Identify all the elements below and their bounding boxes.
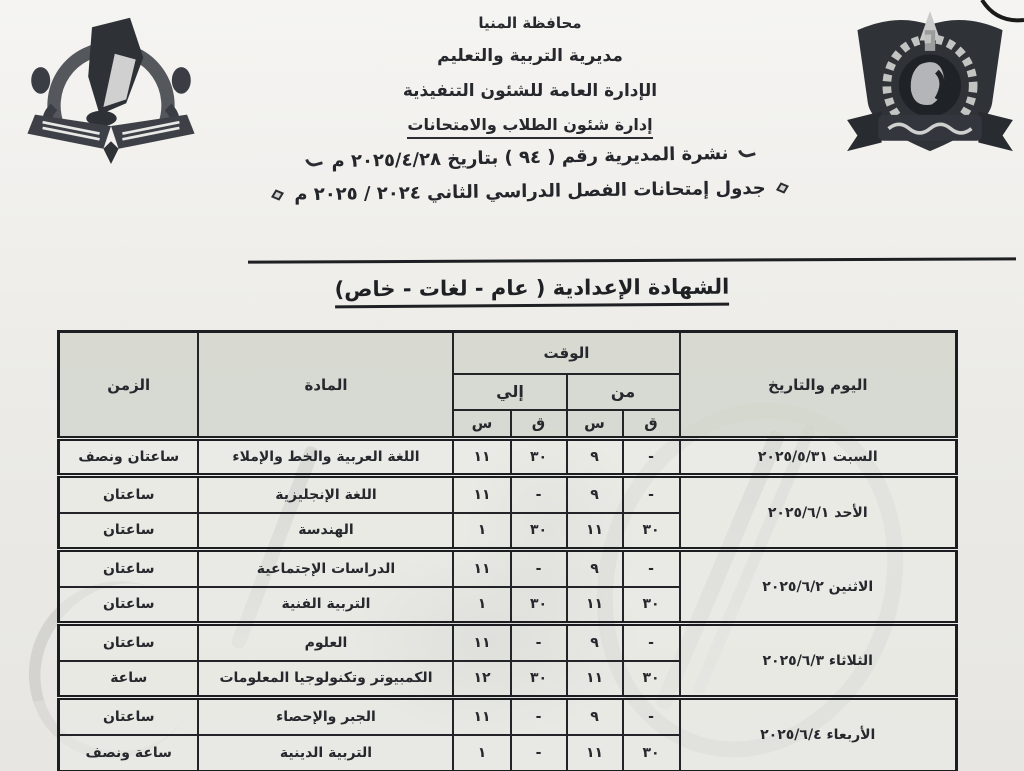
exam-schedule-table-wrap: اليوم والتاريخ الوقت المادة الزمن من إلي…: [56, 330, 958, 771]
from-minutes-cell: -: [621, 695, 681, 736]
duration-cell: ساعتان ونصف: [57, 436, 200, 477]
to-hours-cell: ١١: [452, 436, 512, 477]
from-minutes-cell: -: [621, 436, 681, 477]
exam-schedule-table: اليوم والتاريخ الوقت المادة الزمن من إلي…: [56, 330, 958, 771]
col-header-duration: الزمن: [57, 330, 200, 440]
to-minutes-cell: ٣٠: [509, 436, 568, 477]
from-minutes-cell: ٣٠: [621, 733, 681, 771]
subject-cell: الجبر والإحصاء: [197, 695, 455, 736]
table-row: الاثنين ٢٠٢٥/٦/٢ - ٩ - ١١ الدراسات الإجت…: [57, 547, 958, 625]
subject-cell: التربية الدينية: [197, 733, 455, 771]
to-hours-cell: ١٢: [452, 659, 512, 699]
table-row: ٣٠ ١١ ٣٠ ١ التربية الفنية ساعتان: [57, 585, 956, 625]
to-hours-cell: ١١: [452, 695, 512, 736]
from-hours-cell: ٩: [565, 547, 624, 588]
subject-cell: الدراسات الإجتماعية: [197, 547, 455, 588]
from-minutes-cell: -: [621, 473, 681, 514]
scan-scratch-mark: [980, 0, 1024, 23]
day-cell: الأربعاء ٢٠٢٥/٦/٤: [678, 695, 958, 771]
flourish-icon: [304, 155, 323, 169]
ministry-of-education-logo-icon: [16, 8, 206, 168]
day-cell: الثلاثاء ٢٠٢٥/٦/٣: [678, 621, 958, 699]
from-hours-cell: ٩: [565, 473, 624, 514]
flourish-icon: [737, 146, 756, 160]
from-hours-cell: ٩: [565, 695, 624, 736]
duration-cell: ساعة: [57, 659, 200, 699]
col-header-from-minutes: ق: [621, 408, 681, 440]
bulletin-text: نشرة المديرية رقم ( ٩٤ ) بتاريخ ٢٠٢٥/٤/٢…: [331, 142, 729, 173]
duration-cell: ساعتان: [57, 473, 200, 514]
table-row: الثلاثاء ٢٠٢٥/٦/٣ - ٩ - ١١ العلوم ساعتان: [57, 621, 958, 699]
from-hours-cell: ١١: [565, 585, 624, 625]
governorate-name: محافظة المنيا: [478, 14, 582, 32]
to-hours-cell: ١: [452, 585, 512, 625]
duration-cell: ساعتان: [57, 585, 200, 625]
day-cell: الأحد ٢٠٢٥/٦/١: [678, 473, 958, 551]
to-hours-cell: ١١: [452, 473, 512, 514]
schedule-line: جدول إمتحانات الفصل الدراسي الثاني ٢٠٢٤ …: [240, 177, 820, 206]
subject-cell: التربية الفنية: [197, 585, 455, 625]
from-minutes-cell: -: [621, 621, 681, 662]
to-minutes-cell: -: [509, 695, 568, 736]
col-header-day: اليوم والتاريخ: [678, 330, 958, 440]
subject-cell: الكمبيوتر وتكنولوجيا المعلومات: [197, 659, 455, 699]
department-name: إدارة شئون الطلاب والامتحانات: [240, 115, 820, 139]
duration-cell: ساعتان: [57, 695, 200, 736]
header-divider: [247, 257, 1017, 264]
from-hours-cell: ١١: [565, 659, 624, 699]
cube-ornament-icon: [271, 189, 285, 201]
col-header-time: الوقت: [452, 330, 681, 375]
table-row: السبت ٢٠٢٥/٥/٣١ - ٩ ٣٠ ١١ اللغة العربية …: [57, 436, 958, 477]
from-minutes-cell: ٣٠: [621, 511, 681, 551]
to-minutes-cell: ٣٠: [509, 585, 568, 625]
to-hours-cell: ١: [452, 733, 512, 771]
col-header-to: إلي: [452, 372, 568, 411]
table-row: الأحد ٢٠٢٥/٦/١ - ٩ - ١١ اللغة الإنجليزية…: [57, 473, 958, 551]
to-minutes-cell: -: [509, 733, 568, 771]
cube-ornament-icon: [775, 182, 789, 194]
subject-cell: اللغة العربية والخط والإملاء: [197, 436, 455, 477]
from-hours-cell: ١١: [565, 733, 624, 771]
table-row: ٣٠ ١١ - ١ التربية الدينية ساعة ونصف: [57, 733, 956, 771]
certificate-title: الشهادة الإعدادية ( عام - لغات - خاص): [300, 274, 764, 309]
from-hours-cell: ٩: [565, 436, 624, 477]
table-row: الأربعاء ٢٠٢٥/٦/٤ - ٩ - ١١ الجبر والإحصا…: [57, 695, 958, 771]
col-header-from-hours: س: [565, 408, 624, 440]
directorate-name: مديرية التربية والتعليم: [437, 46, 623, 66]
col-header-subject: المادة: [197, 330, 455, 440]
to-hours-cell: ١١: [452, 621, 512, 662]
administration-name: الإدارة العامة للشئون التنفيذية: [402, 81, 658, 101]
duration-cell: ساعتان: [57, 547, 200, 588]
to-minutes-cell: -: [509, 621, 568, 662]
subject-cell: الهندسة: [197, 511, 455, 551]
subject-cell: اللغة الإنجليزية: [197, 473, 455, 514]
duration-cell: ساعتان: [57, 621, 200, 662]
table-row: ٣٠ ١١ ٣٠ ١٢ الكمبيوتر وتكنولوجيا المعلوم…: [57, 659, 956, 699]
day-cell: الاثنين ٢٠٢٥/٦/٢: [678, 547, 958, 625]
bulletin-line: نشرة المديرية رقم ( ٩٤ ) بتاريخ ٢٠٢٥/٤/٢…: [240, 141, 820, 174]
to-minutes-cell: ٣٠: [509, 659, 568, 699]
to-minutes-cell: ٣٠: [509, 511, 568, 551]
to-hours-cell: ١١: [452, 547, 512, 588]
from-minutes-cell: ٣٠: [621, 585, 681, 625]
from-hours-cell: ١١: [565, 511, 624, 551]
to-hours-cell: ١: [452, 511, 512, 551]
schedule-text: جدول إمتحانات الفصل الدراسي الثاني ٢٠٢٤ …: [294, 177, 766, 206]
to-minutes-cell: -: [509, 473, 568, 514]
document-header: محافظة المنيا مديرية التربية والتعليم ال…: [240, 14, 820, 205]
from-minutes-cell: ٣٠: [621, 659, 681, 699]
table-row: ٣٠ ١١ ٣٠ ١ الهندسة ساعتان: [57, 511, 956, 551]
col-header-to-minutes: ق: [509, 408, 568, 440]
minya-governorate-emblem-icon: [842, 6, 1018, 158]
duration-cell: ساعتان: [57, 511, 200, 551]
col-header-from: من: [565, 372, 681, 411]
day-cell: السبت ٢٠٢٥/٥/٣١: [678, 436, 958, 477]
col-header-to-hours: س: [452, 408, 512, 440]
duration-cell: ساعة ونصف: [57, 733, 200, 771]
from-minutes-cell: -: [621, 547, 681, 588]
from-hours-cell: ٩: [565, 621, 624, 662]
to-minutes-cell: -: [509, 547, 568, 588]
subject-cell: العلوم: [197, 621, 455, 662]
